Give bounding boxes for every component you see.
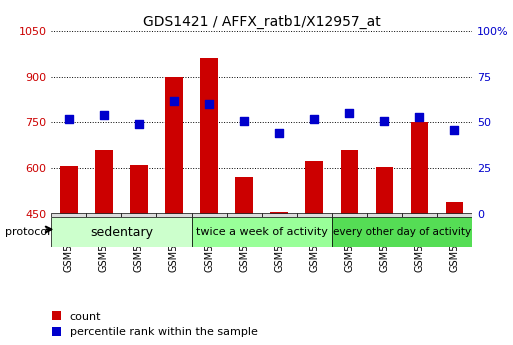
Legend: count, percentile rank within the sample: count, percentile rank within the sample (52, 312, 258, 337)
Point (275, 131, 283, 136)
Bar (270, 213, 288, 214)
Point (205, 101, 213, 107)
Bar (60, 166, 77, 214)
FancyBboxPatch shape (122, 213, 156, 217)
FancyBboxPatch shape (262, 213, 297, 217)
FancyBboxPatch shape (367, 213, 402, 217)
FancyBboxPatch shape (191, 213, 227, 217)
Bar (341, 150, 358, 214)
Bar (410, 122, 428, 214)
Bar (376, 167, 393, 214)
Bar (95, 150, 113, 214)
FancyBboxPatch shape (227, 213, 262, 217)
FancyBboxPatch shape (402, 213, 437, 217)
Point (310, 116, 318, 121)
Bar (200, 58, 218, 214)
FancyBboxPatch shape (332, 213, 367, 217)
Text: every other day of activity: every other day of activity (333, 227, 471, 237)
Point (135, 121, 143, 127)
Text: protocol: protocol (5, 227, 50, 237)
Bar (130, 165, 148, 214)
FancyBboxPatch shape (51, 217, 191, 247)
FancyBboxPatch shape (437, 213, 472, 217)
Bar (165, 77, 183, 214)
Text: sedentary: sedentary (90, 226, 153, 238)
Point (100, 112, 108, 118)
FancyBboxPatch shape (297, 213, 332, 217)
FancyBboxPatch shape (156, 213, 191, 217)
Point (345, 110, 353, 116)
Point (170, 98, 178, 103)
Point (415, 114, 423, 120)
FancyBboxPatch shape (191, 217, 332, 247)
FancyBboxPatch shape (86, 213, 122, 217)
Bar (305, 160, 323, 214)
Point (380, 118, 388, 124)
FancyBboxPatch shape (51, 213, 86, 217)
Title: GDS1421 / AFFX_ratb1/X12957_at: GDS1421 / AFFX_ratb1/X12957_at (143, 14, 381, 29)
FancyBboxPatch shape (332, 217, 472, 247)
Text: twice a week of activity: twice a week of activity (195, 227, 328, 237)
Bar (235, 177, 253, 214)
Point (65, 116, 73, 121)
Bar (446, 202, 463, 214)
Point (450, 127, 459, 132)
Point (240, 118, 248, 124)
